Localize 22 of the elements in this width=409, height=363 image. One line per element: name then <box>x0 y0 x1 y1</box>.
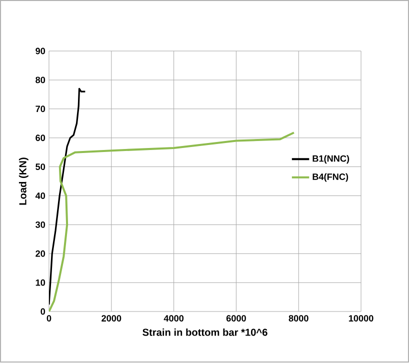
y-tick-label: 50 <box>36 164 46 170</box>
y-tick-label: 20 <box>36 250 46 258</box>
y-tick-label: 80 <box>36 76 46 84</box>
y-tick-label: 10 <box>36 280 46 286</box>
x-tick-label: 2000 <box>102 315 122 322</box>
y-tick-label: 0 <box>40 308 46 315</box>
line-series <box>48 88 86 306</box>
y-axis-title: Load (KN) <box>18 158 28 205</box>
x-tick-label: 0 <box>46 315 52 322</box>
legend-label: B1(NNC) <box>312 155 350 164</box>
legend-label: B4(FNC) <box>312 174 348 182</box>
y-tick-label: 90 <box>36 48 46 54</box>
y-tick-label: 70 <box>36 106 46 112</box>
y-tick-label: 60 <box>36 134 46 142</box>
x-tick-label: 10000 <box>348 315 374 322</box>
x-axis-title: Strain in bottom bar *10^6 <box>142 328 268 336</box>
x-tick-label: 6000 <box>226 315 246 322</box>
x-tick-label: 8000 <box>288 315 308 322</box>
y-tick-label: 40 <box>35 192 46 200</box>
y-tick-label: 30 <box>36 222 46 228</box>
x-tick-label: 4000 <box>164 315 184 322</box>
line-series <box>48 132 295 312</box>
